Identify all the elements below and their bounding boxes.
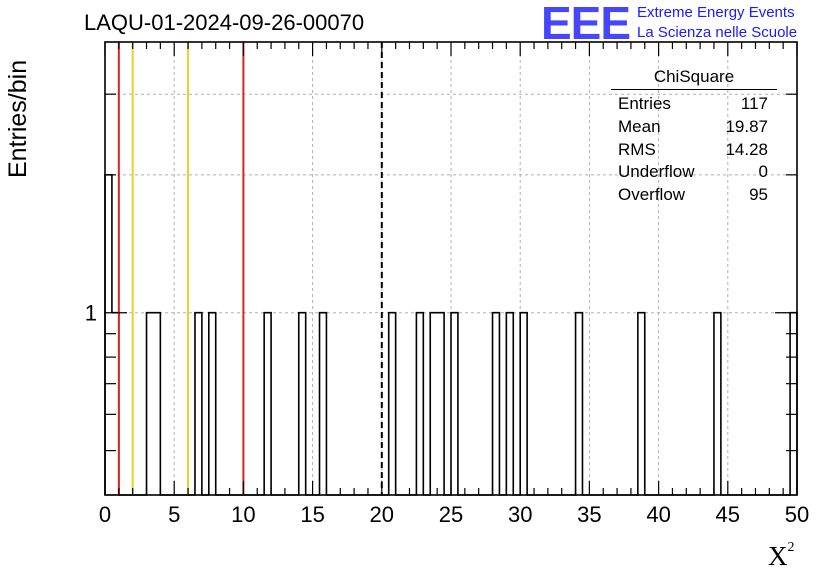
x-tick-label: 10 xyxy=(231,502,255,527)
x-tick-label: 0 xyxy=(99,502,111,527)
x-tick-label: 30 xyxy=(508,502,532,527)
histogram-bin xyxy=(147,313,154,495)
stats-label: RMS xyxy=(618,139,656,159)
histogram-bin xyxy=(389,313,396,495)
stats-row-overflow: Overflow 95 xyxy=(611,185,777,208)
stats-row-entries: Entries 117 xyxy=(611,94,777,117)
histogram-bin xyxy=(714,313,721,495)
x-tick-label: 15 xyxy=(300,502,324,527)
x-tick-label: 45 xyxy=(716,502,740,527)
y-axis-label: Entries/bin xyxy=(4,59,32,178)
histogram-bin xyxy=(520,313,527,495)
stats-box-title: ChiSquare xyxy=(611,67,777,90)
histogram-bin xyxy=(451,313,458,495)
histogram-bin xyxy=(416,313,423,495)
x-axis-label: X2 xyxy=(768,540,795,571)
histogram-bin xyxy=(437,313,444,495)
x-tick-label: 35 xyxy=(577,502,601,527)
eee-logo: EEE xyxy=(541,0,631,49)
stats-label: Mean xyxy=(618,116,661,136)
stats-label: Overflow xyxy=(618,185,686,205)
histogram-bin xyxy=(638,313,645,495)
histogram-bin xyxy=(112,313,119,495)
stats-label: Underflow xyxy=(618,162,695,182)
stats-label: Entries xyxy=(618,94,671,113)
histogram-bin xyxy=(105,175,112,495)
histogram-bin xyxy=(153,313,160,495)
x-tick-label: 25 xyxy=(439,502,463,527)
histogram-bin xyxy=(264,313,271,495)
histogram-bin xyxy=(576,313,583,495)
stats-value: 19.87 xyxy=(725,116,768,136)
logo-tagline-2: La Scienza nelle Scuole xyxy=(637,24,798,41)
stats-value: 95 xyxy=(749,185,768,205)
stats-value: 117 xyxy=(740,94,768,113)
x-tick-label: 40 xyxy=(646,502,670,527)
x-tick-label: 20 xyxy=(370,502,394,527)
histogram-bin xyxy=(493,313,500,495)
stats-row-underflow: Underflow 0 xyxy=(611,162,777,185)
histogram-bin xyxy=(299,313,306,495)
histogram-bin xyxy=(195,313,202,495)
stats-row-mean: Mean 19.87 xyxy=(611,117,777,140)
stats-row-rms: RMS 14.28 xyxy=(611,140,777,163)
histogram-bin xyxy=(430,313,437,495)
histogram-bin xyxy=(506,313,513,495)
stats-box: ChiSquare Entries 117 Mean 19.87 RMS 14.… xyxy=(611,67,777,208)
stats-value: 14.28 xyxy=(725,139,768,159)
logo-tagline-1: Extreme Energy Events xyxy=(637,4,795,21)
histogram-bin xyxy=(320,313,327,495)
stats-value: 0 xyxy=(758,162,768,182)
y-tick-label: 1 xyxy=(85,301,97,326)
x-tick-label: 50 xyxy=(785,502,809,527)
histogram-bin xyxy=(209,313,216,495)
histogram-bin xyxy=(790,313,797,495)
chart-title: LAQU-01-2024-09-26-00070 xyxy=(84,10,365,35)
x-tick-label: 5 xyxy=(168,502,180,527)
